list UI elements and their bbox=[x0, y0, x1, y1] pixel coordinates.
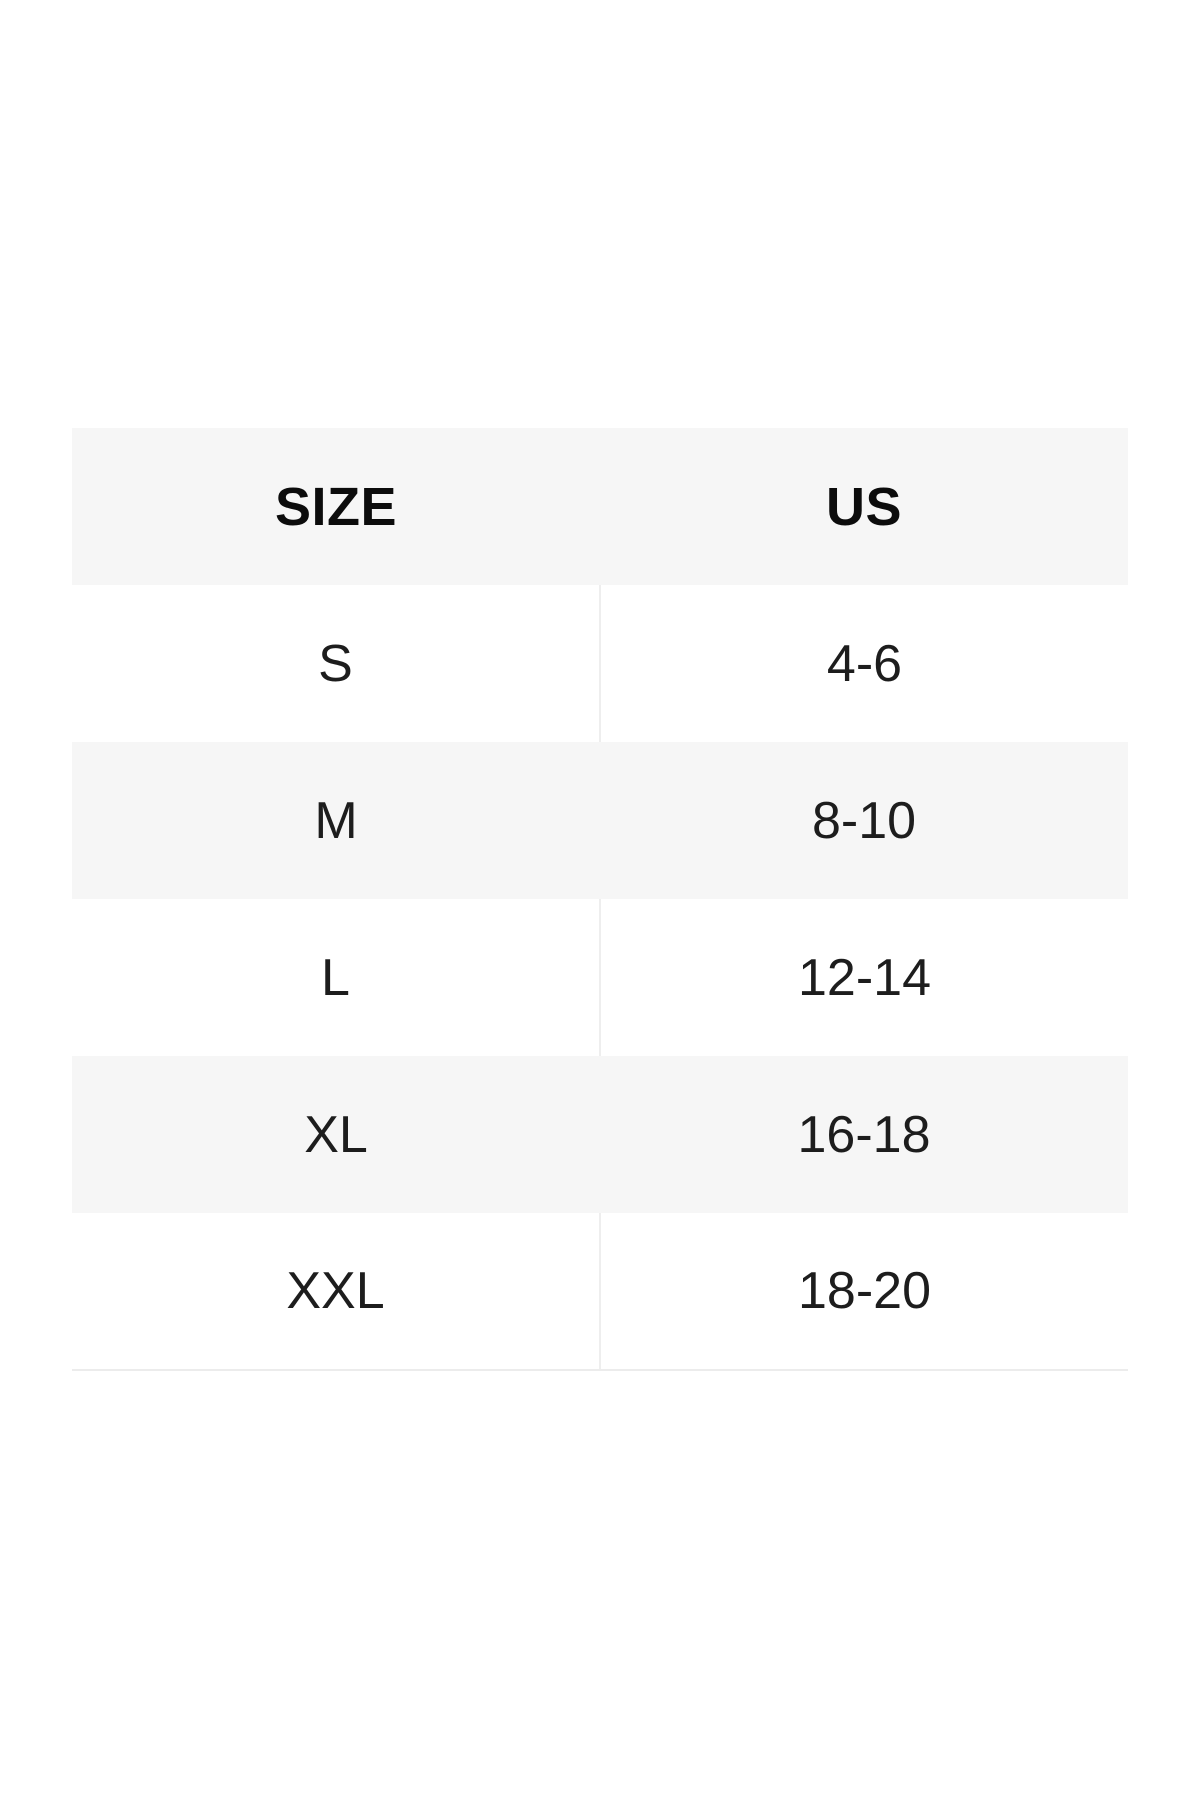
size-cell: XXL bbox=[72, 1213, 600, 1371]
header-row: SIZE US bbox=[72, 428, 1128, 585]
table-row: XXL 18-20 bbox=[72, 1213, 1128, 1371]
size-cell: S bbox=[72, 585, 600, 742]
table-row: L 12-14 bbox=[72, 899, 1128, 1056]
column-header-size: SIZE bbox=[72, 428, 600, 585]
size-chart-table: SIZE US S 4-6 M 8-10 L 12-14 XL 16-18 XX bbox=[72, 428, 1128, 1371]
column-header-us: US bbox=[600, 428, 1128, 585]
table-row: M 8-10 bbox=[72, 742, 1128, 899]
size-cell: XL bbox=[72, 1056, 600, 1213]
size-chart-body: S 4-6 M 8-10 L 12-14 XL 16-18 XXL 18-20 bbox=[72, 585, 1128, 1371]
table-row: XL 16-18 bbox=[72, 1056, 1128, 1213]
size-cell: M bbox=[72, 742, 600, 899]
us-cell: 8-10 bbox=[600, 742, 1128, 899]
table-row: S 4-6 bbox=[72, 585, 1128, 742]
size-cell: L bbox=[72, 899, 600, 1056]
us-cell: 16-18 bbox=[600, 1056, 1128, 1213]
us-cell: 18-20 bbox=[599, 1213, 1128, 1371]
us-cell: 12-14 bbox=[599, 899, 1128, 1056]
us-cell: 4-6 bbox=[599, 585, 1128, 742]
size-chart-header: SIZE US bbox=[72, 428, 1128, 585]
size-chart: SIZE US S 4-6 M 8-10 L 12-14 XL 16-18 XX bbox=[72, 428, 1128, 1371]
